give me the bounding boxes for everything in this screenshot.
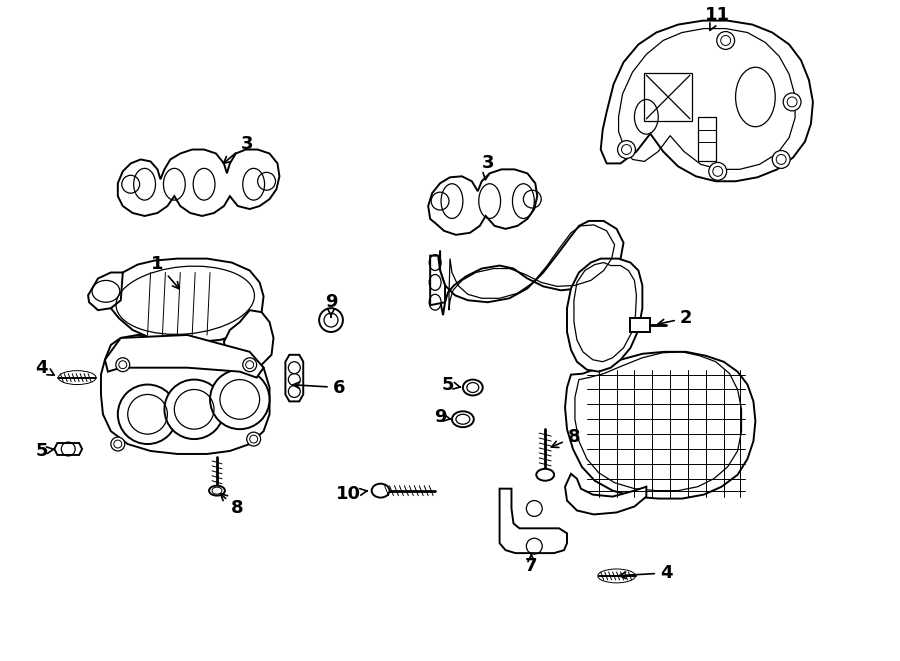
Text: 9: 9	[434, 408, 452, 426]
Polygon shape	[101, 335, 269, 454]
Polygon shape	[118, 149, 279, 216]
Polygon shape	[54, 443, 82, 455]
Polygon shape	[565, 474, 646, 514]
Circle shape	[116, 358, 130, 371]
Circle shape	[320, 308, 343, 332]
Polygon shape	[565, 352, 755, 498]
Circle shape	[772, 151, 790, 169]
Text: 5: 5	[35, 442, 54, 460]
Ellipse shape	[463, 379, 482, 395]
Ellipse shape	[452, 411, 473, 427]
Text: 10: 10	[337, 485, 367, 502]
Text: 5: 5	[442, 375, 461, 393]
Circle shape	[111, 437, 125, 451]
Text: 3: 3	[223, 135, 253, 163]
Circle shape	[118, 385, 177, 444]
Circle shape	[617, 141, 635, 159]
Circle shape	[210, 369, 269, 429]
Ellipse shape	[372, 484, 390, 498]
Text: 4: 4	[619, 564, 672, 582]
Text: 1: 1	[151, 254, 179, 289]
Text: 11: 11	[706, 6, 730, 30]
Polygon shape	[567, 258, 643, 371]
Circle shape	[783, 93, 801, 111]
Polygon shape	[285, 355, 303, 401]
Text: 6: 6	[293, 379, 346, 397]
Polygon shape	[108, 258, 264, 342]
Polygon shape	[500, 488, 567, 553]
Polygon shape	[440, 221, 624, 315]
Text: 8: 8	[552, 428, 581, 447]
Polygon shape	[428, 169, 537, 235]
Polygon shape	[88, 272, 122, 310]
Ellipse shape	[209, 486, 225, 496]
Polygon shape	[105, 335, 264, 377]
Bar	[698, 117, 716, 161]
Circle shape	[247, 432, 261, 446]
Text: 8: 8	[220, 494, 243, 518]
Circle shape	[165, 379, 224, 439]
Text: 9: 9	[325, 293, 338, 317]
Ellipse shape	[536, 469, 554, 481]
Polygon shape	[430, 256, 445, 305]
Text: 2: 2	[658, 309, 692, 327]
Polygon shape	[224, 310, 274, 368]
Bar	[644, 73, 692, 121]
Circle shape	[243, 358, 256, 371]
Polygon shape	[600, 20, 813, 181]
Circle shape	[716, 32, 734, 50]
Circle shape	[709, 163, 726, 180]
Bar	[631, 318, 651, 332]
Text: 4: 4	[35, 359, 54, 377]
Text: 3: 3	[482, 155, 494, 180]
Text: 7: 7	[525, 554, 537, 575]
